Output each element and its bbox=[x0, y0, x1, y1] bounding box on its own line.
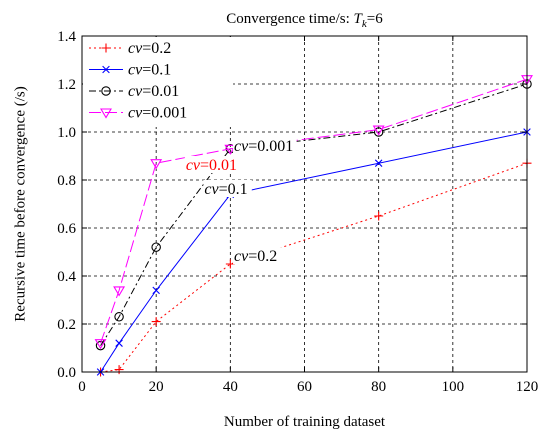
data-point-plus bbox=[101, 43, 111, 53]
data-point-triangle bbox=[224, 144, 237, 155]
data-point-x bbox=[152, 286, 160, 295]
x-tick-label: 120 bbox=[516, 379, 539, 395]
y-tick-label: 0.8 bbox=[57, 173, 76, 189]
legend-label: cv=0.001 bbox=[128, 105, 187, 122]
y-axis-label: Recursive time before convergence (/s) bbox=[12, 86, 28, 321]
legend-label: cv=0.1 bbox=[128, 62, 171, 79]
legend-item-2: cv=0.01 bbox=[89, 83, 179, 100]
legend-item-1: cv=0.1 bbox=[89, 62, 171, 79]
data-point-x bbox=[115, 339, 123, 347]
annotation-label: cv=0.1 bbox=[204, 181, 247, 198]
data-point-plus bbox=[374, 211, 384, 221]
annotation-value: =0.01 bbox=[200, 157, 237, 174]
title-suffix: =6 bbox=[367, 11, 383, 27]
legend-var: cv bbox=[128, 83, 143, 100]
data-point-triangle bbox=[100, 108, 112, 119]
annotation-background bbox=[203, 180, 252, 197]
y-tick-label: 0.0 bbox=[57, 365, 76, 381]
data-point-plus bbox=[151, 317, 161, 327]
annotation-background bbox=[233, 136, 297, 154]
annotation-label: cv=0.2 bbox=[234, 248, 277, 265]
y-tick-label: 0.4 bbox=[57, 269, 76, 285]
x-tick-label: 20 bbox=[149, 379, 164, 395]
legend-value: =0.001 bbox=[142, 105, 187, 122]
legend-value: =0.2 bbox=[142, 40, 171, 57]
data-point-circle bbox=[101, 86, 111, 96]
y-tick-label: 0.2 bbox=[57, 317, 76, 333]
ticks: 0 20 40 60 80 100 120 0.0 0.2 0.4 0.6 0.8 1.0 1.2 1.4 bbox=[57, 29, 538, 395]
y-tick-label: 1.0 bbox=[57, 125, 76, 141]
legend-value: =0.01 bbox=[142, 83, 179, 100]
data-point-triangle bbox=[372, 125, 385, 136]
legend-item-3: cv=0.001 bbox=[89, 105, 187, 122]
data-point-triangle bbox=[150, 159, 163, 170]
x-tick-label: 100 bbox=[442, 379, 465, 395]
legend-var: cv bbox=[128, 40, 143, 57]
annotation-var: cv bbox=[186, 157, 201, 174]
data-point-circle bbox=[114, 312, 124, 322]
annotation-background bbox=[233, 247, 282, 265]
annotation-background bbox=[184, 156, 241, 173]
chart-title: Convergence time/s: Tk=6 bbox=[226, 11, 383, 30]
data-point-circle bbox=[151, 242, 161, 252]
legend-var: cv bbox=[128, 105, 143, 122]
x-tick-label: 80 bbox=[371, 379, 386, 395]
series-line bbox=[100, 131, 528, 373]
legend-item-0: cv=0.2 bbox=[89, 40, 171, 57]
data-point-triangle bbox=[94, 339, 107, 350]
x-tick-label: 60 bbox=[297, 379, 312, 395]
legend-label: cv=0.2 bbox=[128, 40, 171, 57]
annotation-label: cv=0.01 bbox=[186, 157, 237, 174]
series-line bbox=[100, 83, 528, 346]
annotation-value: =0.1 bbox=[219, 181, 248, 198]
x-tick-label: 0 bbox=[78, 379, 86, 395]
annotation-var: cv bbox=[234, 138, 249, 155]
y-tick-label: 0.6 bbox=[57, 221, 76, 237]
data-point-x bbox=[102, 65, 110, 74]
legend-var: cv bbox=[128, 62, 143, 79]
y-tick-label: 1.2 bbox=[57, 77, 76, 93]
y-tick-label: 1.4 bbox=[57, 29, 76, 45]
data-point-circle bbox=[95, 340, 106, 351]
data-point-circle bbox=[373, 127, 384, 137]
annotation-value: =0.2 bbox=[248, 248, 277, 265]
data-point-triangle bbox=[113, 286, 126, 297]
annotation-label: cv=0.001 bbox=[234, 138, 293, 155]
title-var: T bbox=[354, 11, 364, 27]
legend-label: cv=0.01 bbox=[128, 83, 179, 100]
annotation-value: =0.001 bbox=[248, 138, 293, 155]
annotation-var: cv bbox=[204, 181, 219, 198]
x-tick-label: 40 bbox=[223, 379, 238, 395]
annotation-var: cv bbox=[234, 248, 249, 265]
x-axis-label: Number of training dataset bbox=[224, 414, 386, 430]
legend-value: =0.1 bbox=[142, 62, 171, 79]
data-point-x bbox=[374, 159, 383, 167]
title-prefix: Convergence time/s: bbox=[226, 11, 353, 27]
data-point-plus bbox=[114, 365, 124, 375]
title-subscript: k bbox=[362, 18, 368, 30]
